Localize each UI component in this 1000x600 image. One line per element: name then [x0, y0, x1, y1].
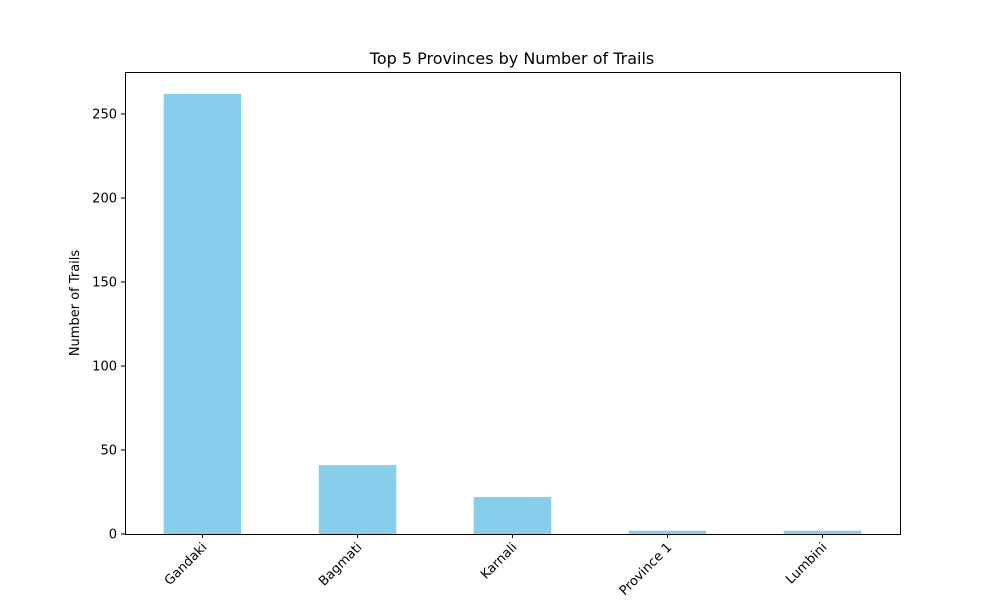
y-tick-label: 100: [92, 360, 117, 375]
x-tick-label: Province 1: [617, 540, 675, 598]
bar-lumbini: [783, 530, 862, 534]
x-tick-label: Bagmati: [316, 540, 365, 589]
y-axis-label: Number of Trails: [68, 250, 83, 357]
x-tick-label: Lumbini: [783, 540, 830, 587]
y-tick-label: 250: [92, 108, 117, 123]
x-tick-label: Karnali: [478, 540, 520, 582]
bar-gandaki: [163, 93, 242, 534]
chart-title: Top 5 Provinces by Number of Trails: [369, 49, 654, 68]
y-tick-label: 0: [109, 528, 117, 543]
bar-bagmati: [318, 465, 397, 534]
plot-frame: [125, 72, 901, 535]
x-tick-label: Gandaki: [162, 540, 211, 589]
y-tick-label: 200: [92, 192, 117, 207]
y-axis-ticks: 0 50 100 150 200 250: [92, 108, 125, 543]
y-tick-label: 150: [92, 276, 117, 291]
bar-province-1: [628, 530, 707, 534]
y-tick-label: 50: [100, 444, 117, 459]
bar-karnali: [473, 497, 552, 534]
x-axis-ticks: Gandaki Bagmati Karnali Province 1 Lumbini: [162, 534, 830, 599]
bars-group: [163, 93, 862, 534]
